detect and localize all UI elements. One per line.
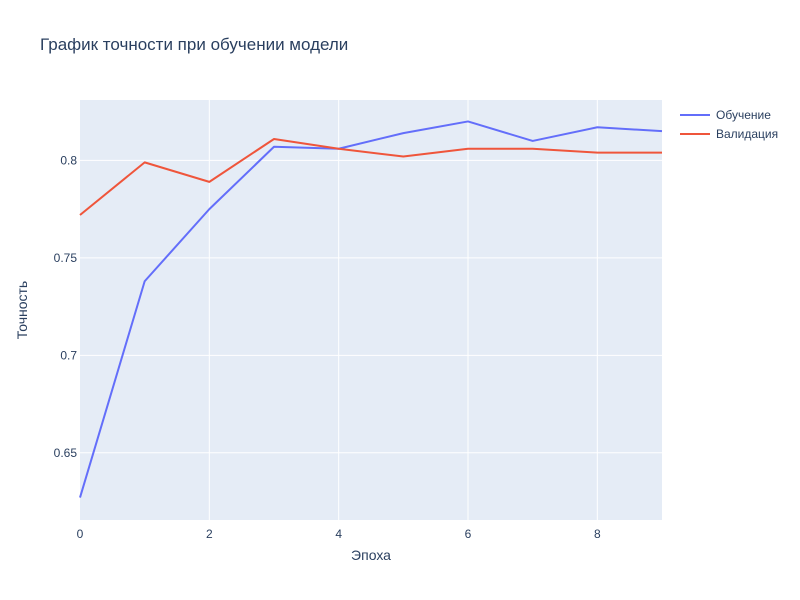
y-tick-label: 0.8 xyxy=(60,153,77,167)
series-line-Валидация xyxy=(79,137,662,216)
chart-title: График точности при обучении модели xyxy=(40,35,348,54)
legend-label: Обучение xyxy=(716,108,771,122)
series-line-Обучение xyxy=(79,120,663,498)
y-tick-label: 0.75 xyxy=(54,251,78,265)
y-tick-label: 0.7 xyxy=(60,348,77,362)
y-axis-title: Точность xyxy=(14,281,30,339)
x-tick-label: 0 xyxy=(77,527,84,541)
legend-label: Валидация xyxy=(716,127,778,141)
x-tick-label: 4 xyxy=(335,527,342,541)
y-axis-ticks: 0.65 0.7 0.75 0.8 xyxy=(54,153,78,459)
grid-lines xyxy=(80,100,662,520)
x-tick-label: 6 xyxy=(465,527,472,541)
legend-item[interactable]: Валидация xyxy=(680,127,778,141)
plot-area xyxy=(80,100,662,520)
x-tick-label: 8 xyxy=(594,527,601,541)
x-axis-ticks: 0 2 4 6 8 xyxy=(77,527,601,541)
x-tick-label: 2 xyxy=(206,527,213,541)
y-tick-label: 0.65 xyxy=(54,446,78,460)
legend[interactable]: Обучение Валидация xyxy=(680,108,778,141)
series-lines xyxy=(79,120,663,498)
x-axis-title: Эпоха xyxy=(351,547,391,563)
legend-item[interactable]: Обучение xyxy=(680,108,771,122)
